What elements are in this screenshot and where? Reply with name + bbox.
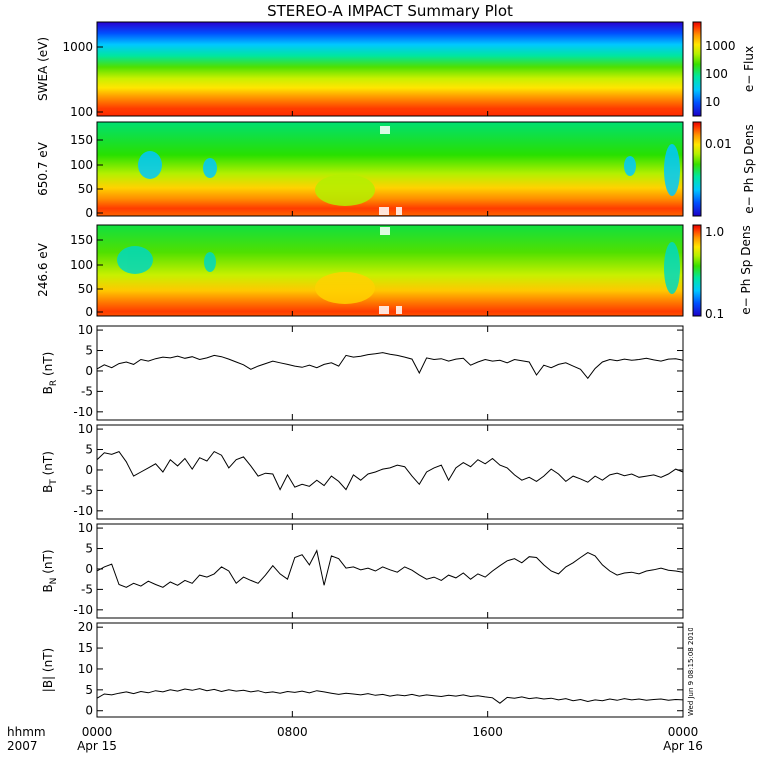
pad-650-features [138, 126, 680, 215]
ylabel-sub: N [49, 578, 59, 585]
ylabel-main: |B| [41, 676, 55, 692]
swea-cbar-label: e− Flux [742, 46, 756, 92]
pad-246-cbar-tick: 0.1 [705, 307, 724, 321]
ytick-label: -10 [73, 405, 93, 419]
pad-650-cbar-label: e− Ph Sp Dens [742, 124, 756, 213]
ytick-label: 5 [85, 344, 93, 358]
field-series-line [96, 450, 684, 491]
swea-spectrogram [97, 22, 683, 116]
ytick-label: 10 [78, 662, 93, 676]
ytick-label: 5 [85, 683, 93, 697]
pad-650-ytick-label: 100 [70, 158, 93, 172]
ytick-label: 0 [85, 562, 93, 576]
ytick-label: -10 [73, 603, 93, 617]
field-panel-1: -10 -5 0 5 10 BT (nT) [41, 422, 684, 520]
time-unit-label: hhmm [7, 725, 46, 739]
panel-frame [96, 424, 684, 520]
swea-ytick-label: 100 [70, 105, 93, 119]
swea-cbar-tick: 10 [705, 95, 720, 109]
ytick-label: 5 [85, 542, 93, 556]
pad-650-ytick-label: 150 [70, 133, 93, 147]
pad-246-ylabel: 246.6 eV [36, 242, 50, 297]
ytick-label: 20 [78, 620, 93, 634]
pad-246-cbar-tick: 1.0 [705, 225, 724, 239]
pad-246-features [117, 227, 680, 314]
ytick-label: 5 [85, 443, 93, 457]
ytick-label: -10 [73, 504, 93, 518]
pad-246-colorbar [692, 224, 702, 317]
ylabel-sub: R [49, 380, 59, 386]
ytick-label: 15 [78, 641, 93, 655]
pad-650-ylabel: 650.7 eV [36, 141, 50, 196]
field-panel-3: 0 5 10 15 20 |B| (nT) [41, 620, 684, 718]
ylabel-unit: (nT) [41, 549, 55, 577]
ytick-label: -5 [81, 582, 93, 596]
time-tick-label: 0800 [277, 725, 308, 739]
pad-246-ytick-label: 50 [78, 282, 93, 296]
ylabel-sub: T [49, 479, 59, 486]
time-date-label: Apr 16 [663, 739, 703, 753]
panel-frame [96, 523, 684, 619]
time-tick-label: 1600 [472, 725, 503, 739]
ytick-label: 0 [85, 704, 93, 718]
timestamp-stamp: Wed Jun 9 08:15:08 2010 [687, 628, 695, 716]
ylabel-unit: (nT) [41, 648, 55, 676]
pad-246-panel: 150 100 50 0 246.6 eV 1.0 0.1 e− Ph Sp D… [36, 224, 753, 321]
ylabel: BT (nT) [41, 451, 59, 493]
ylabel: BR (nT) [41, 352, 59, 395]
ytick-label: 0 [85, 463, 93, 477]
ytick-label: 10 [78, 323, 93, 337]
ylabel-main: B [41, 485, 55, 493]
ylabel: |B| (nT) [41, 648, 55, 692]
pad-246-yticks: 150 100 50 0 [70, 233, 103, 319]
ytick-label: 10 [78, 422, 93, 436]
pad-650-colorbar [692, 121, 702, 217]
ytick-label: 0 [85, 364, 93, 378]
panel-frame [96, 622, 684, 718]
swea-ylabel: SWEA (eV) [36, 37, 50, 101]
swea-panel: 1000 100 SWEA (eV) 1000 100 10 e− Flux [36, 21, 756, 119]
ylabel-unit: (nT) [41, 451, 55, 479]
swea-cbar-tick: 100 [705, 67, 728, 81]
pad-246-ytick-label: 150 [70, 233, 93, 247]
panel-frame [96, 325, 684, 421]
field-series-line [96, 688, 684, 704]
ytick-label: -5 [81, 384, 93, 398]
ylabel-unit: (nT) [41, 352, 55, 380]
swea-yticks: 1000 100 [62, 40, 103, 119]
swea-colorbar [692, 21, 702, 117]
pad-650-panel: 150 100 50 0 650.7 eV 0.01 e− Ph Sp Dens [36, 121, 756, 220]
time-tick-label: 0000 [668, 725, 699, 739]
time-year-label: 2007 [7, 739, 38, 753]
pad-246-ytick-label: 0 [85, 305, 93, 319]
ytick-label: 10 [78, 521, 93, 535]
time-date-label: Apr 15 [77, 739, 117, 753]
pad-650-cbar-tick: 0.01 [705, 137, 732, 151]
field-series-line [96, 352, 684, 380]
time-tick-label: 0000 [82, 725, 113, 739]
field-panel-2: -10 -5 0 5 10 BN (nT) [41, 521, 684, 619]
ylabel-main: B [41, 386, 55, 394]
timestamp-text: Wed Jun 9 08:15:08 2010 [687, 628, 695, 716]
pad-650-ytick-label: 50 [78, 182, 93, 196]
pad-246-ytick-label: 100 [70, 258, 93, 272]
plot-title: STEREO-A IMPACT Summary Plot [267, 2, 513, 20]
pad-650-ytick-label: 0 [85, 206, 93, 220]
ytick-label: -5 [81, 483, 93, 497]
field-series-line [96, 549, 684, 588]
ylabel-main: B [41, 584, 55, 592]
ylabel: BN (nT) [41, 549, 59, 592]
pad-650-yticks: 150 100 50 0 [70, 133, 103, 220]
pad-650-spectrogram [97, 122, 683, 216]
pad-246-cbar-label: e− Ph Sp Dens [739, 225, 753, 314]
swea-cbar-tick: 1000 [705, 39, 736, 53]
swea-ytick-label: 1000 [62, 40, 93, 54]
field-panel-0: -10 -5 0 5 10 BR (nT) [41, 323, 684, 421]
pad-246-spectrogram [97, 225, 683, 316]
